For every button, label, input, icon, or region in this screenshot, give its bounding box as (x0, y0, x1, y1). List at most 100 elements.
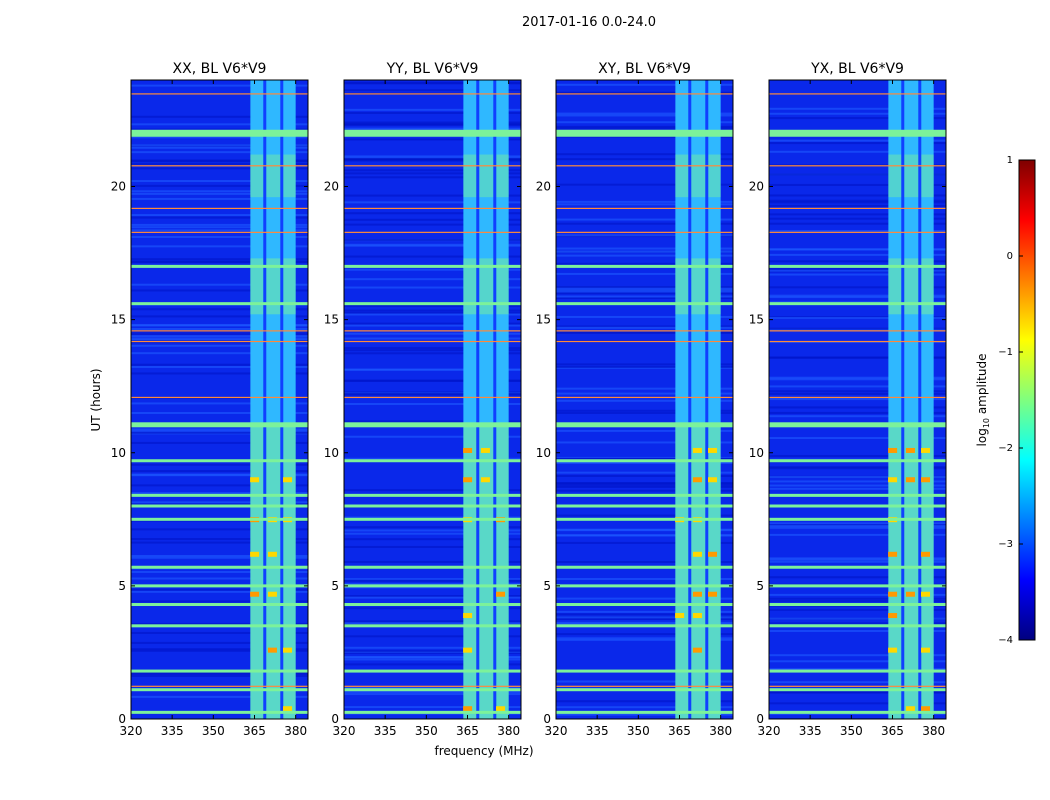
noise-row (556, 288, 733, 291)
noise-row (556, 112, 733, 115)
noise-row (131, 577, 308, 580)
rfi-orange-line (344, 330, 521, 332)
noise-row (131, 554, 308, 557)
rfi-line (769, 669, 946, 673)
noise-row (769, 327, 946, 330)
noise-row (344, 324, 521, 327)
noise-row (344, 194, 521, 197)
noise-row (131, 223, 308, 226)
noise-row (344, 121, 521, 124)
noise-row (556, 158, 733, 161)
noise-row (131, 631, 308, 634)
noise-row (131, 229, 308, 232)
noise-row (769, 183, 946, 186)
noise-row (769, 316, 946, 319)
noise-row (556, 247, 733, 250)
noise-row (344, 650, 521, 653)
panel-title: XY, BL V6*V9 (598, 61, 691, 77)
noise-row (131, 338, 308, 341)
noise-row (344, 402, 521, 405)
band-gap (476, 80, 480, 719)
noise-row (344, 244, 521, 247)
noise-row (769, 522, 946, 525)
occupied-band-active (888, 426, 934, 719)
y-tick-label: 15 (111, 313, 126, 327)
noise-row (556, 153, 733, 156)
y-tick-label: 20 (749, 180, 764, 194)
noise-row (344, 332, 521, 335)
band-gap (901, 80, 905, 719)
rfi-line (769, 129, 946, 137)
noise-row (556, 597, 733, 600)
hot-spot (692, 447, 702, 453)
noise-row (556, 332, 733, 335)
hot-spot (888, 477, 898, 483)
rfi-orange-line (344, 685, 521, 687)
noise-row (344, 663, 521, 666)
noise-row (344, 157, 521, 160)
x-tick-label: 380 (497, 724, 520, 738)
noise-row (556, 83, 733, 86)
noise-row (344, 127, 521, 130)
hot-spot (463, 613, 473, 619)
noise-row (131, 327, 308, 330)
y-tick-label: 5 (543, 579, 551, 593)
x-tick-label: 365 (243, 724, 266, 738)
hot-spot (692, 591, 702, 597)
rfi-line (556, 584, 733, 588)
rfi-orange-line (556, 231, 733, 233)
noise-row (769, 194, 946, 197)
colorbar: 1 0 −1 −2 −3 −4 log10 amplitude (975, 155, 1036, 646)
rfi-line (344, 493, 521, 497)
rfi-orange-line (344, 231, 521, 233)
noise-row (131, 588, 308, 591)
noise-row (344, 586, 521, 589)
noise-row (344, 304, 521, 307)
hot-spot (267, 647, 277, 653)
rfi-line (769, 584, 946, 588)
noise-row (131, 528, 308, 531)
noise-row (769, 376, 946, 379)
noise-row (556, 285, 733, 288)
noise-row (344, 693, 521, 696)
hot-spot (250, 551, 260, 557)
noise-row (344, 176, 521, 179)
rfi-line (556, 129, 733, 137)
rfi-orange-line (769, 330, 946, 332)
rfi-orange-line (131, 207, 308, 209)
noise-row (131, 641, 308, 644)
rfi-orange-line (344, 340, 521, 343)
panel-frame (130, 79, 309, 720)
noise-row (131, 470, 308, 473)
y-tick-label: 0 (331, 712, 339, 726)
hot-spot (480, 477, 490, 483)
y-tick-label: 10 (324, 446, 339, 460)
rfi-orange-line (131, 165, 308, 167)
noise-row (344, 322, 521, 325)
noise-row (344, 622, 521, 625)
noise-row (769, 253, 946, 256)
noise-row (556, 125, 733, 128)
noise-row (131, 484, 308, 487)
rfi-orange-line (556, 165, 733, 167)
rfi-line (556, 517, 733, 521)
rfi-orange-line (131, 340, 308, 343)
noise-row (556, 482, 733, 485)
noise-row (769, 117, 946, 120)
x-tick-label: 335 (586, 724, 609, 738)
hot-spot (283, 477, 293, 483)
noise-row (556, 621, 733, 624)
noise-row (131, 402, 308, 405)
noise-row (344, 155, 521, 158)
x-tick-label: 320 (333, 724, 356, 738)
y-tick-label: 20 (324, 180, 339, 194)
noise-row (556, 218, 733, 221)
rfi-line (131, 493, 308, 497)
noise-row (556, 633, 733, 636)
noise-row (131, 501, 308, 504)
noise-row (769, 597, 946, 600)
hot-spot (921, 591, 931, 597)
rfi-orange-line (769, 340, 946, 343)
noise-row (131, 123, 308, 126)
